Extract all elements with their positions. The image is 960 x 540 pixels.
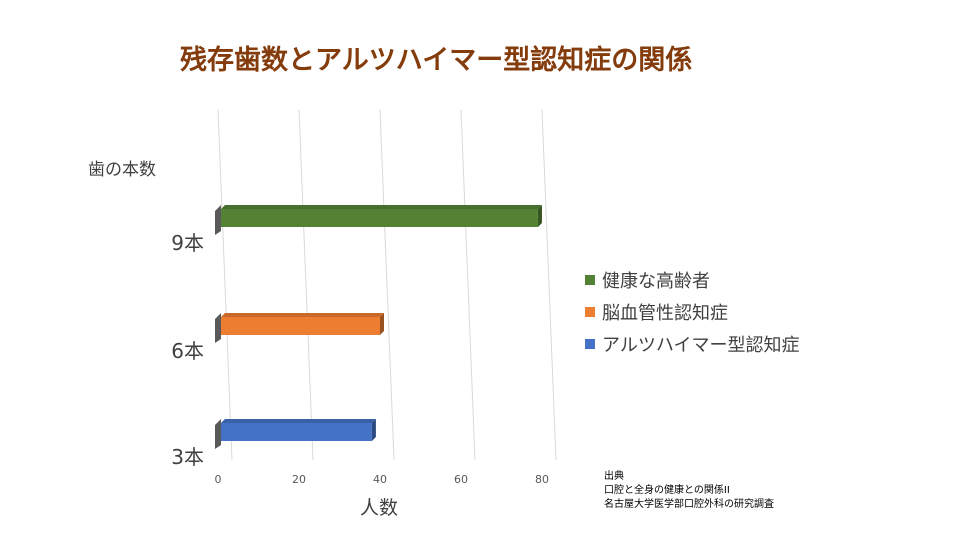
legend-label-healthy: 健康な高齢者 — [602, 271, 710, 292]
legend-item-alzheimer: アルツハイマー型認知症 — [585, 328, 799, 360]
chart-title: 残存歯数とアルツハイマー型認知症の関係 — [180, 45, 693, 76]
gridline — [298, 109, 314, 461]
y-tick-labels: 9本 6本 3本 — [171, 231, 204, 469]
y-axis-label: 歯の本数 — [88, 160, 156, 180]
source-line-2: 名古屋大学医学部口腔外科の研究調査 — [604, 499, 774, 510]
gridline — [217, 109, 233, 461]
bar-top-face — [221, 419, 376, 423]
x-tick-label: 80 — [535, 473, 549, 486]
source-line-1: 口腔と全身の健康との関係II — [604, 485, 730, 496]
bar-end-face — [371, 419, 376, 441]
source-heading: 出典 — [604, 471, 624, 482]
category-label: 6本 — [171, 339, 204, 363]
legend-item-healthy: 健康な高齢者 — [585, 264, 799, 296]
gridline — [541, 109, 557, 461]
bar-base-shadow — [215, 205, 221, 235]
bar-3 — [215, 419, 376, 449]
bar-2 — [215, 313, 384, 343]
bar-base-shadow — [215, 419, 221, 449]
bar-end-face — [537, 205, 542, 227]
legend: 健康な高齢者 脳血管性認知症 アルツハイマー型認知症 — [585, 264, 799, 360]
x-tick-labels: 0 20 40 60 80 — [215, 473, 550, 486]
category-label: 9本 — [171, 231, 204, 255]
x-tick-label: 0 — [215, 473, 222, 486]
category-label: 3本 — [171, 445, 204, 469]
grid-lines — [217, 109, 557, 461]
bar-front-face — [221, 317, 380, 335]
bar-front-face — [221, 209, 538, 227]
legend-label-alzheimer: アルツハイマー型認知症 — [602, 335, 800, 356]
source-note: 出典 口腔と全身の健康との関係II 名古屋大学医学部口腔外科の研究調査 — [604, 470, 774, 512]
gridline — [460, 109, 476, 461]
legend-swatch-alzheimer — [585, 339, 595, 349]
legend-item-vascular: 脳血管性認知症 — [585, 296, 799, 328]
bar-top-face — [221, 313, 384, 317]
bar-1 — [215, 205, 542, 235]
legend-swatch-vascular — [585, 307, 595, 317]
bar-top-face — [221, 205, 542, 209]
x-tick-label: 40 — [373, 473, 387, 486]
x-axis-label: 人数 — [360, 497, 399, 519]
bar-base-shadow — [215, 313, 221, 343]
x-tick-label: 60 — [454, 473, 468, 486]
bars — [215, 205, 542, 449]
bar-front-face — [221, 423, 372, 441]
gridline — [379, 109, 395, 461]
legend-swatch-healthy — [585, 275, 595, 285]
bar-end-face — [380, 313, 384, 335]
legend-label-vascular: 脳血管性認知症 — [602, 303, 728, 324]
x-tick-label: 20 — [292, 473, 306, 486]
